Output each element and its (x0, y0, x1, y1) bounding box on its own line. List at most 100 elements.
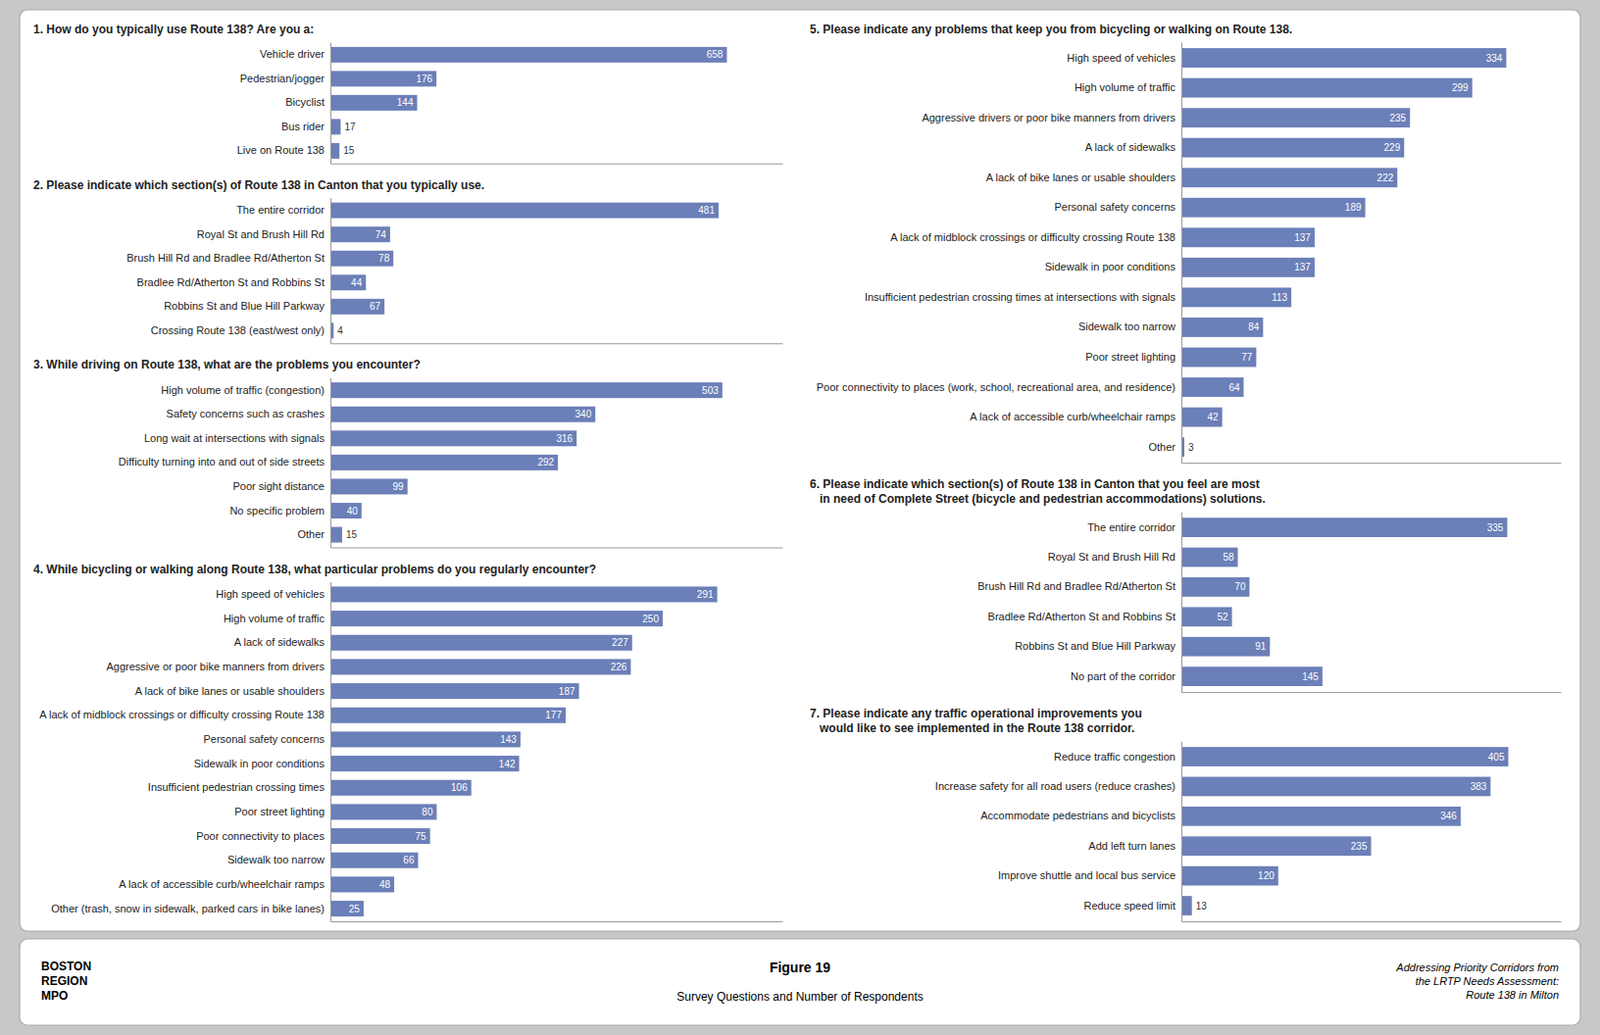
bar (330, 683, 580, 700)
chart-title: 1. How do you typically use Route 138? A… (33, 22, 314, 37)
y-tick-label: Increase safety for all road users (redu… (935, 780, 1176, 793)
y-tick-label: Personal safety concerns (202, 733, 325, 746)
data-label: 67 (369, 300, 382, 312)
bar (330, 95, 418, 111)
y-tick: Crossing Route 138 (east/west only) (150, 324, 331, 337)
bar (1181, 78, 1473, 99)
data-label: 405 (1488, 751, 1505, 763)
data-label: 42 (1207, 411, 1220, 423)
y-tick: Personal safety concerns (1053, 200, 1182, 213)
chart-title: 7. Please indicate any traffic operation… (809, 706, 1143, 736)
bar (330, 250, 394, 267)
y-axis-line (330, 198, 332, 345)
y-tick: Insufficient pedestrian crossing times a… (864, 291, 1182, 303)
y-tick-label: A lack of sidewalks (234, 636, 326, 649)
data-label: 58 (1222, 551, 1235, 563)
y-tick-label: A lack of sidewalks (1085, 141, 1177, 153)
data-label: 74 (375, 229, 388, 241)
y-tick-label: Royal St and Brush Hill Rd (1048, 550, 1176, 563)
bar (1181, 107, 1410, 128)
data-labels: 6581761441715 (343, 49, 724, 156)
y-tick: Aggressive or poor bike manners from dri… (105, 660, 331, 673)
data-label: 78 (378, 252, 391, 264)
x-axis (331, 163, 784, 165)
y-tick-label: High speed of vehicles (215, 588, 325, 600)
y-tick: A lack of midblock crossings or difficul… (39, 708, 331, 721)
data-labels: 334299235229222189137137113847764423 (1188, 52, 1503, 453)
y-axis: The entire corridor Royal St and Brush Hi… (977, 512, 1182, 694)
bar (330, 707, 566, 724)
bar (1181, 777, 1491, 798)
y-axis-line (1181, 512, 1183, 694)
y-tick-label: Accommodate pedestrians and bicyclists (980, 809, 1176, 822)
data-label: 292 (537, 456, 554, 468)
y-tick: Bus rider (281, 120, 331, 133)
y-tick: The entire corridor (1087, 521, 1182, 534)
y-tick: A lack of accessible curb/wheelchair ram… (969, 410, 1182, 423)
chart: High speed of vehiclesHigh volume of tra… (816, 43, 1562, 464)
bar (330, 226, 391, 243)
y-tick-label: Bradlee Rd/Atherton St and Robbins St (988, 610, 1176, 623)
y-tick: Personal safety concerns (202, 733, 331, 746)
bar (330, 430, 577, 447)
chart: Reduce traffic congestionIncrease safety… (935, 742, 1562, 923)
y-tick-label: Royal St and Brush Hill Rd (197, 228, 325, 241)
bar (1181, 407, 1223, 428)
data-label: 250 (642, 613, 659, 625)
data-labels: 33558705291145 (1216, 522, 1503, 683)
bars (330, 586, 718, 917)
y-axis: High volume of traffic (congestion)Safet… (118, 378, 332, 549)
bar (1181, 348, 1256, 368)
data-label: 80 (421, 806, 434, 818)
bar (1181, 48, 1506, 68)
bar (1181, 377, 1245, 398)
y-tick: Reduce speed limit (1083, 900, 1182, 912)
bar (330, 118, 341, 135)
y-tick: A lack of sidewalks (234, 636, 331, 649)
y-tick-label: Poor sight distance (232, 480, 325, 493)
bar (330, 143, 340, 159)
y-tick-label: Other (297, 528, 325, 541)
bar (330, 299, 385, 315)
data-label: 48 (379, 879, 392, 891)
bars (330, 382, 723, 543)
data-label: 481 (698, 204, 715, 216)
y-tick-label: High volume of traffic (1074, 81, 1177, 94)
data-label: 334 (1486, 52, 1503, 64)
data-label: 66 (402, 854, 415, 866)
y-tick: Poor connectivity to places (work, schoo… (816, 381, 1182, 394)
y-tick: No part of the corridor (1070, 670, 1182, 683)
y-tick: High volume of traffic (congestion) (160, 384, 331, 397)
chart-title: 3. While driving on Route 138, what are … (33, 357, 421, 372)
bar (1181, 257, 1315, 278)
y-axis: Vehicle driverPedestrian/joggerBicyclist… (237, 43, 332, 165)
bar (330, 828, 431, 845)
y-tick-label: Add left turn lanes (1088, 840, 1176, 852)
y-tick-label: No part of the corridor (1070, 670, 1176, 683)
y-tick: Royal St and Brush Hill Rd (1048, 550, 1182, 563)
y-tick: Insufficient pedestrian crossing times (148, 781, 331, 794)
x-axis-line (331, 548, 784, 550)
data-labels: 2912502272261871771431421068075664825 (349, 589, 714, 915)
y-tick-label: Insufficient pedestrian crossing times (148, 781, 326, 794)
data-label: 143 (500, 734, 517, 746)
y-tick-label: Sidewalk in poor conditions (194, 757, 326, 770)
y-tick: Aggressive drivers or poor bike manners … (921, 111, 1182, 124)
footer-title: Figure 19 (769, 959, 831, 976)
y-tick: Poor street lighting (1085, 350, 1182, 363)
y-tick-label: Improve shuttle and local bus service (998, 869, 1176, 882)
chart-title: 5. Please indicate any problems that kee… (809, 22, 1293, 37)
x-axis (1182, 692, 1562, 694)
bar (330, 658, 631, 675)
y-tick-label: Bradlee Rd/Atherton St and Robbins St (137, 276, 325, 289)
x-axis (1182, 921, 1562, 923)
bar (1181, 227, 1315, 248)
data-label: 91 (1254, 641, 1267, 652)
bar (1181, 606, 1233, 627)
data-label: 75 (415, 831, 428, 843)
y-tick: No specific problem (229, 504, 331, 517)
data-label: 137 (1294, 232, 1311, 244)
bar (1181, 896, 1193, 916)
data-label: 15 (343, 145, 355, 156)
y-tick: Sidewalk too narrow (1078, 320, 1182, 333)
